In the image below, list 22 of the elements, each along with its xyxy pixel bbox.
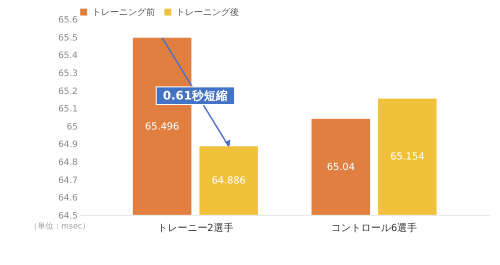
text: （単位：msec）	[29, 222, 90, 231]
x-tick-label: コントロール6選手	[330, 222, 418, 234]
y-tick-label: 64.6	[58, 194, 78, 204]
y-tick-label: 65.6	[58, 16, 78, 26]
data-label: 65.154	[390, 152, 424, 163]
legend-label: トレーニング前	[92, 7, 155, 18]
y-tick-label: 65.2	[58, 86, 78, 97]
annotation: 0.61秒短縮	[162, 88, 228, 103]
data-label: 64.886	[212, 176, 246, 187]
y-tick-label: 64.8	[58, 158, 78, 168]
y-tick-label: 64.5	[58, 211, 78, 222]
y-tick-label: 64.9	[58, 140, 78, 150]
y-tick-label: 65.4	[58, 51, 78, 62]
y-tick-label: 65.5	[58, 33, 78, 44]
legend-label: トレーニング後	[176, 7, 240, 18]
data-label: 65.04	[326, 162, 355, 173]
y-tick-label: 65	[66, 122, 78, 132]
y-tick-label: 65.1	[58, 104, 78, 115]
y-tick-label: 65.3	[58, 69, 78, 80]
x-tick-label: トレーニー2選手	[157, 222, 234, 234]
data-label: 65.496	[145, 121, 180, 132]
y-tick-label: 64.7	[58, 176, 78, 186]
